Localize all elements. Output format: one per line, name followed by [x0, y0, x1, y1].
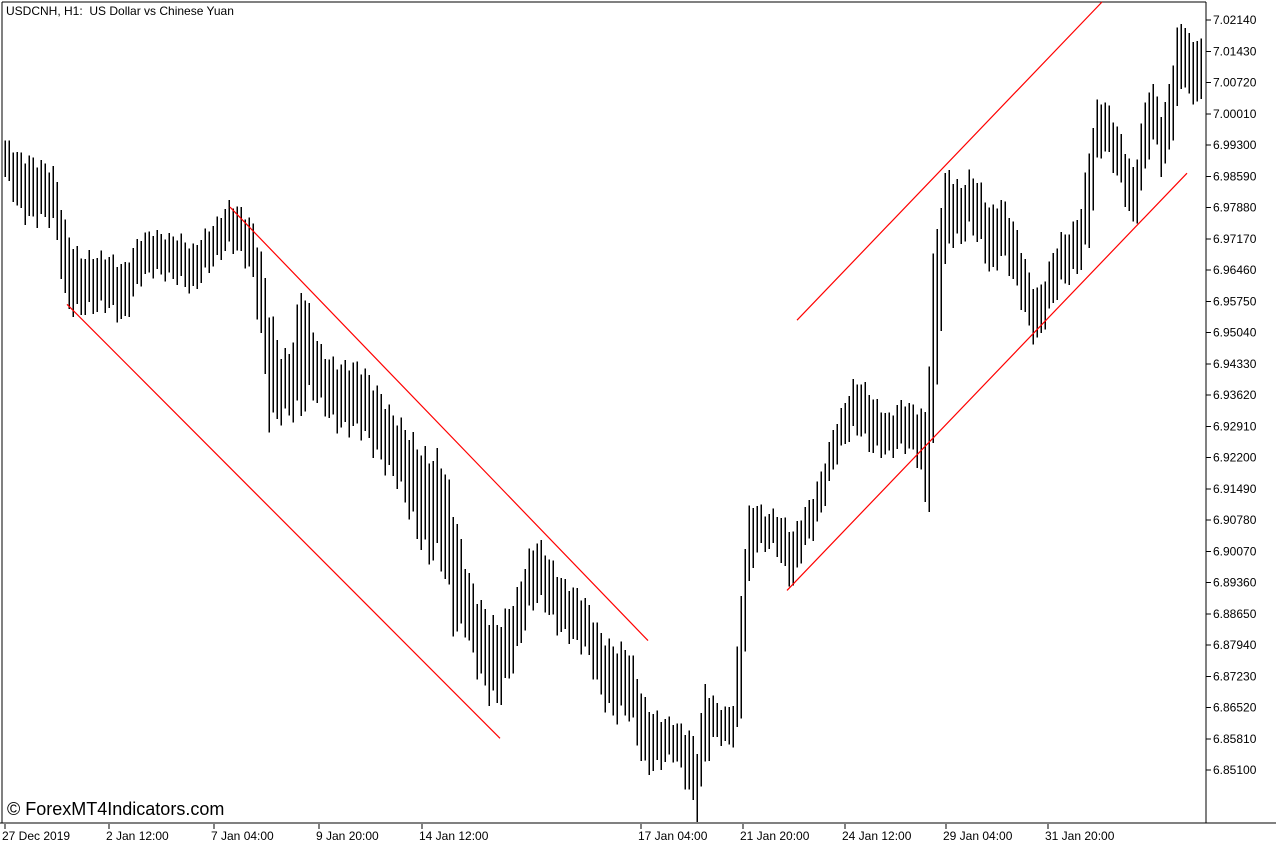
time-axis-label: 29 Jan 04:00 [943, 829, 1013, 843]
price-axis-label: 7.01430 [1213, 44, 1257, 58]
price-axis-label: 6.85810 [1213, 732, 1257, 746]
price-axis-label: 6.95040 [1213, 326, 1257, 340]
price-axis-label: 6.93620 [1213, 388, 1257, 402]
price-axis-label: 6.95750 [1213, 294, 1257, 308]
price-axis-label: 6.90780 [1213, 513, 1257, 527]
price-axis-label: 7.02140 [1213, 13, 1257, 27]
price-axis-label: 6.97880 [1213, 201, 1257, 215]
trendline-up-channel-upper[interactable] [796, 1, 1103, 321]
ohlc-bars-series [4, 24, 1202, 822]
price-axis-label: 6.87940 [1213, 638, 1257, 652]
time-axis-label: 9 Jan 20:00 [316, 829, 379, 843]
price-axis-label: 6.92910 [1213, 419, 1257, 433]
time-axis-label: 27 Dec 2019 [2, 829, 70, 843]
time-axis-label: 14 Jan 12:00 [419, 829, 489, 843]
price-axis-label: 6.92200 [1213, 451, 1257, 465]
price-axis-label: 6.88650 [1213, 607, 1257, 621]
price-axis-label: 6.96460 [1213, 263, 1257, 277]
time-axis-label: 2 Jan 12:00 [106, 829, 169, 843]
price-axis-label: 6.99300 [1213, 138, 1257, 152]
time-axis-label: 7 Jan 04:00 [211, 829, 274, 843]
price-axis-label: 6.89360 [1213, 576, 1257, 590]
trendline-down-channel-lower[interactable] [66, 303, 501, 739]
price-axis-label: 6.98590 [1213, 169, 1257, 183]
price-axis-label: 7.00010 [1213, 107, 1257, 121]
price-axis-label: 6.85100 [1213, 763, 1257, 777]
time-axis-label: 21 Jan 20:00 [740, 829, 810, 843]
price-axis-label: 6.86520 [1213, 701, 1257, 715]
price-axis[interactable]: 7.02140 7.01430 7.00720 7.00010 6.99300 6.985… [1206, 13, 1257, 777]
chart-border [0, 1, 1276, 824]
time-axis[interactable]: 27 Dec 2019 2 Jan 12:00 7 Jan 04:00 9 Jan 2… [2, 824, 1115, 843]
time-axis-label: 17 Jan 04:00 [638, 829, 708, 843]
watermark: © ForexMT4Indicators.com [7, 799, 225, 819]
price-axis-label: 6.90070 [1213, 544, 1257, 558]
time-axis-label: 24 Jan 12:00 [842, 829, 912, 843]
price-axis-label: 6.87230 [1213, 669, 1257, 683]
trendline-down-channel-upper[interactable] [229, 206, 649, 642]
chart-title: USDCNH, H1: US Dollar vs Chinese Yuan [6, 4, 234, 18]
time-axis-label: 31 Jan 20:00 [1045, 829, 1115, 843]
price-axis-label: 7.00720 [1213, 76, 1257, 90]
price-axis-label: 6.94330 [1213, 357, 1257, 371]
price-axis-label: 6.97170 [1213, 232, 1257, 246]
price-axis-label: 6.91490 [1213, 482, 1257, 496]
trendline-up-channel-lower[interactable] [786, 172, 1188, 591]
